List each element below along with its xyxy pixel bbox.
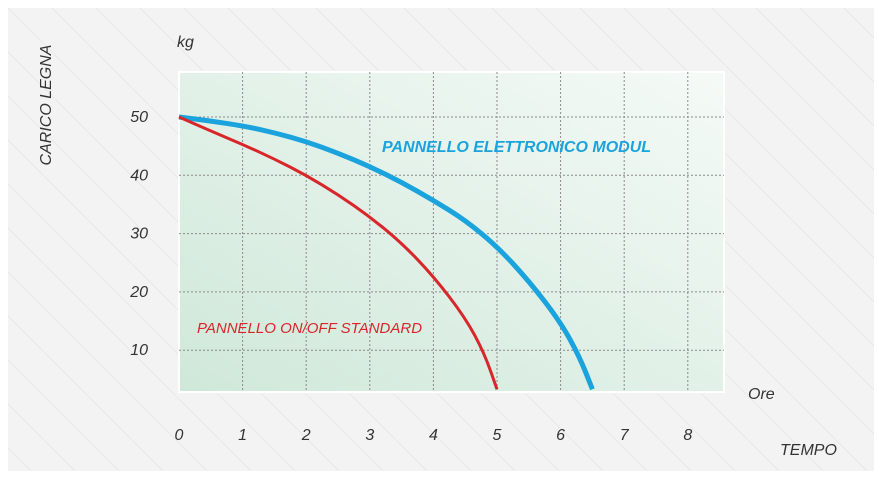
series-line-modul <box>178 114 595 391</box>
y-tick-label: 30 <box>130 226 148 243</box>
series-lines <box>178 114 595 391</box>
plot-area <box>178 71 725 393</box>
x-axis-unit: Ore <box>748 386 775 403</box>
y-tick-labels: 10 20 30 40 50 <box>129 109 148 359</box>
x-tick-label: 1 <box>238 427 247 444</box>
y-tick-label: 20 <box>129 284 148 301</box>
y-tick-label: 50 <box>130 109 148 126</box>
y-axis-unit: kg <box>177 34 194 51</box>
x-tick-label: 6 <box>556 427 565 444</box>
series-label-onoff: PANNELLO ON/OFF STANDARD <box>197 320 422 337</box>
x-tick-label: 3 <box>365 427 374 444</box>
y-tick-label: 40 <box>130 167 148 184</box>
y-tick-label: 10 <box>130 342 148 359</box>
series-label-modul: PANNELLO ELETTRONICO MODUL <box>382 139 651 156</box>
x-tick-labels: 0 1 2 3 4 5 6 7 8 <box>175 427 693 444</box>
grid-lines <box>179 72 724 392</box>
x-tick-label: 8 <box>683 427 692 444</box>
x-tick-label: 2 <box>301 427 311 444</box>
series-line-onoff <box>178 115 499 390</box>
x-tick-label: 4 <box>429 427 438 444</box>
x-tick-label: 5 <box>493 427 502 444</box>
x-tick-label: 7 <box>620 427 630 444</box>
x-tick-label: 0 <box>175 427 184 444</box>
x-axis-title: TEMPO <box>780 442 837 459</box>
